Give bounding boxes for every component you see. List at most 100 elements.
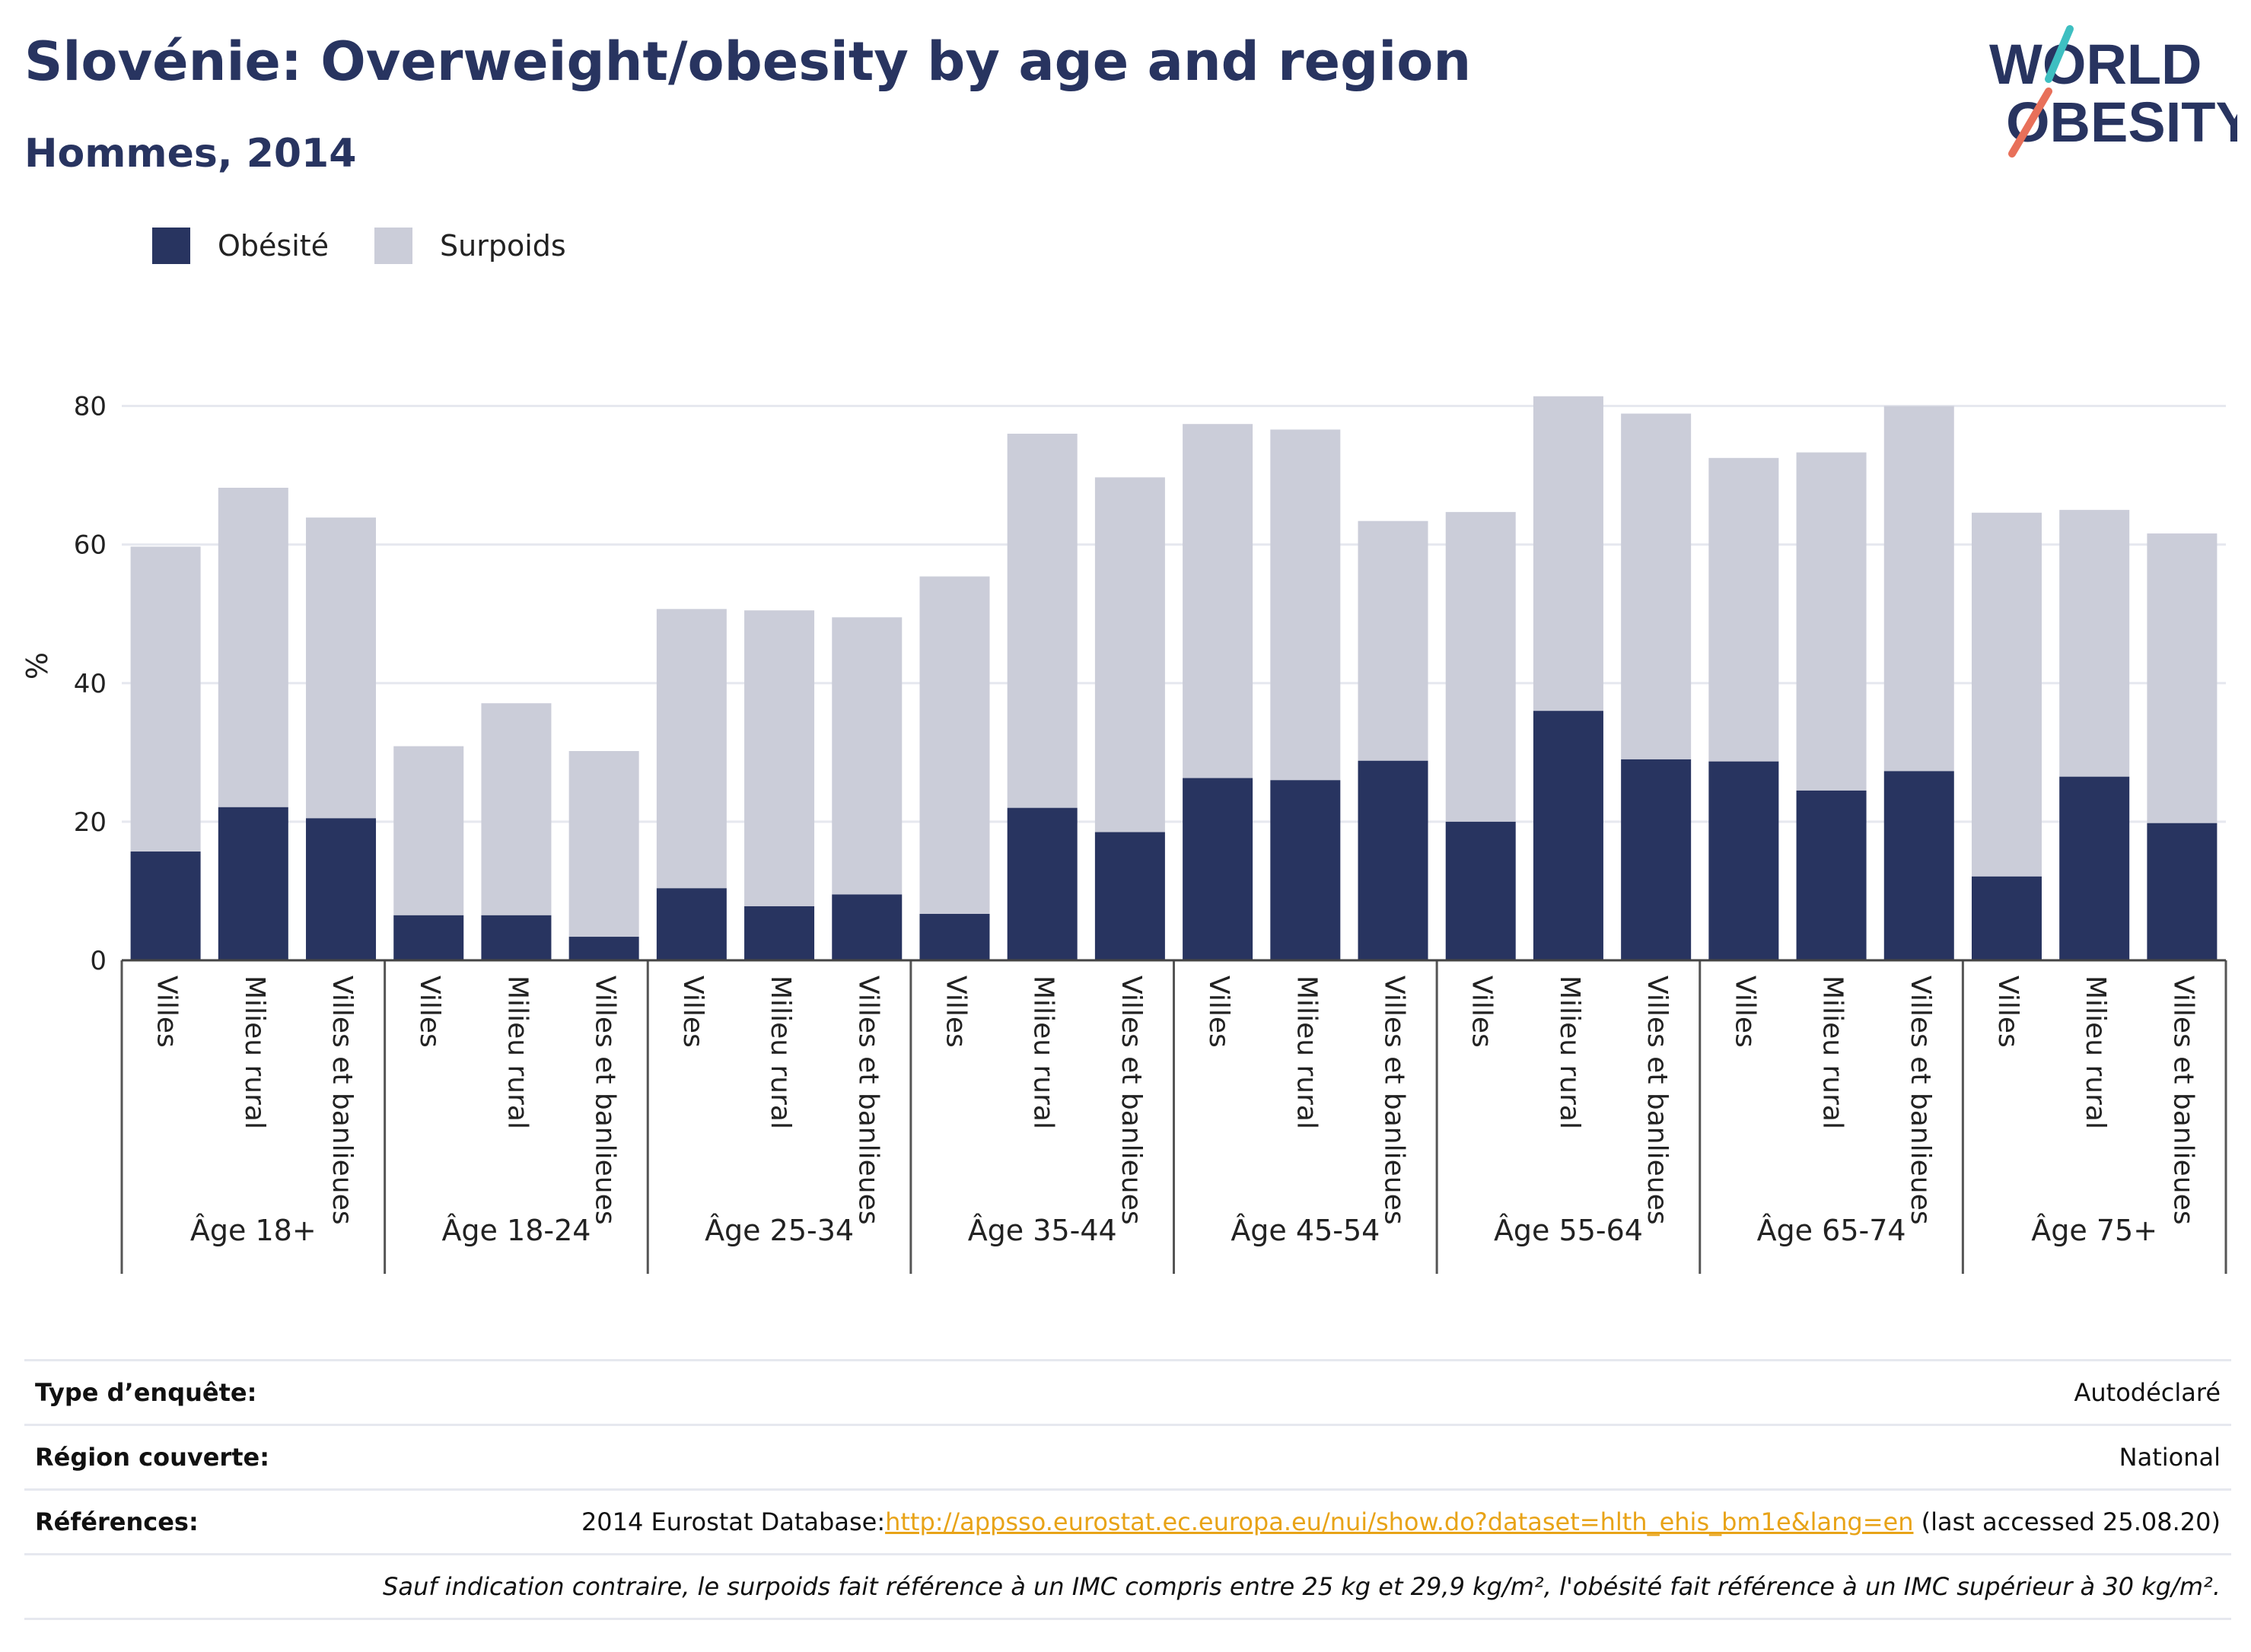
references-link[interactable]: http://appsso.eurostat.ec.europa.eu/nui/… [885,1507,1914,1536]
bar-overweight [306,517,377,819]
logo-line1: WORLD [1989,33,2202,96]
bar-overweight [393,746,464,915]
meta-row-note: Sauf indication contraire, le surpoids f… [24,1553,2231,1620]
meta-row-survey-type: Type d’enquête: Autodéclaré [24,1359,2231,1424]
bar-obesity [656,888,727,960]
bar-obesity [1270,780,1341,960]
legend-item-overweight[interactable]: Surpoids [374,228,566,264]
bar-overweight [1708,457,1779,762]
bar-obesity [2147,823,2218,960]
y-axis-label: % [21,652,54,680]
y-tick-label: 20 [74,807,107,838]
region-value: National [2119,1443,2221,1472]
x-category-label: Villes et banlieues [1641,976,1673,1225]
bar-obesity [1007,807,1078,960]
bar-obesity [1708,761,1779,960]
bar-overweight [919,576,990,914]
logo-slash-teal [2045,25,2074,83]
chart-legend: Obésité Surpoids [152,224,612,267]
bar-obesity [481,915,552,960]
chart-subtitle: Hommes, 2014 [24,131,357,177]
x-group-label: Âge 45-54 [1231,1214,1380,1247]
x-group-label: Âge 35-44 [968,1214,1117,1247]
legend-swatch-overweight [374,228,413,264]
x-group-label: Âge 18-24 [441,1214,591,1247]
bar-obesity [1358,760,1428,960]
x-category-label: Villes [1729,976,1760,1048]
bar-overweight [1621,413,1692,759]
y-tick-label: 80 [74,392,107,422]
bar-obesity [306,818,377,960]
bar-obesity [1971,876,2042,960]
x-group-label: Âge 75+ [2031,1214,2157,1247]
bar-overweight [1883,406,1954,772]
meta-row-region: Région couverte: National [24,1424,2231,1488]
bar-obesity [130,851,201,960]
bar-overweight [1007,433,1078,808]
x-category-label: Villes et banlieues [852,976,884,1225]
bar-overweight [1796,452,1867,791]
bar-obesity [744,906,815,960]
bar-obesity [919,913,990,960]
survey-type-label: Type d’enquête: [35,1378,257,1407]
bar-obesity [832,894,903,960]
bar-overweight [1533,396,1603,711]
x-category-label: Villes et banlieues [590,976,621,1225]
x-category-label: Milieu rural [1554,976,1585,1129]
stacked-bar-chart: 0 20 40 60 80% Villes Milieu rural Villes et ba… [21,392,2227,1274]
bar-obesity [2059,776,2130,960]
meta-row-references: Références: 2014 Eurostat Database:http:… [24,1488,2231,1553]
x-category-label: Milieu rural [765,976,796,1129]
bar-overweight [218,487,288,807]
bar-overweight [1270,429,1341,781]
bar-overweight [1445,511,1516,822]
bar-overweight [2059,510,2130,777]
x-group-label: Âge 18+ [190,1214,317,1247]
bar-obesity [1883,771,1954,960]
x-category-label: Milieu rural [501,976,533,1129]
bar-obesity [393,915,464,960]
x-category-label: Villes et banlieues [1116,976,1147,1225]
x-category-label: Villes [1203,976,1234,1048]
bar-obesity [1533,711,1603,960]
bar-overweight [481,703,552,915]
definition-note: Sauf indication contraire, le surpoids f… [383,1572,2221,1601]
legend-swatch-obesity [152,228,190,264]
bar-overweight [568,751,639,937]
x-group-label: Âge 55-64 [1494,1214,1643,1247]
x-group-label: Âge 65-74 [1757,1214,1906,1247]
x-category-label: Villes [677,976,708,1048]
x-category-label: Milieu rural [1817,976,1848,1129]
bar-overweight [2147,533,2218,823]
bar-obesity [1183,778,1253,960]
survey-type-value: Autodéclaré [2074,1378,2221,1407]
legend-item-obesity[interactable]: Obésité [152,228,329,264]
x-category-label: Milieu rural [2080,976,2111,1129]
x-category-label: Milieu rural [1291,976,1322,1129]
bar-overweight [130,546,201,852]
references-prefix: 2014 Eurostat Database: [581,1507,886,1536]
bar-obesity [1094,832,1165,960]
x-category-label: Villes et banlieues [1379,976,1410,1225]
legend-label-overweight: Surpoids [440,229,566,263]
x-category-label: Villes [1466,976,1498,1048]
x-category-label: Villes [414,976,445,1048]
bar-overweight [832,617,903,895]
bar-overweight [744,610,815,906]
metadata-table: Type d’enquête: Autodéclaré Région couve… [24,1359,2231,1620]
y-tick-label: 0 [90,946,107,976]
x-category-label: Villes [940,976,971,1048]
x-category-label: Milieu rural [1028,976,1059,1129]
bar-obesity [1445,821,1516,960]
references-value: 2014 Eurostat Database:http://appsso.eur… [581,1507,2221,1536]
logo-slash-coral [2008,88,2052,158]
x-category-label: Villes et banlieues [326,976,358,1225]
bar-overweight [1971,512,2042,877]
bar-overweight [1183,424,1253,778]
bar-obesity [218,807,288,960]
bar-obesity [1621,759,1692,960]
bar-overweight [1094,477,1165,832]
bar-obesity [568,937,639,960]
x-category-label: Villes et banlieues [2167,976,2198,1225]
x-category-label: Villes [1992,976,2023,1048]
